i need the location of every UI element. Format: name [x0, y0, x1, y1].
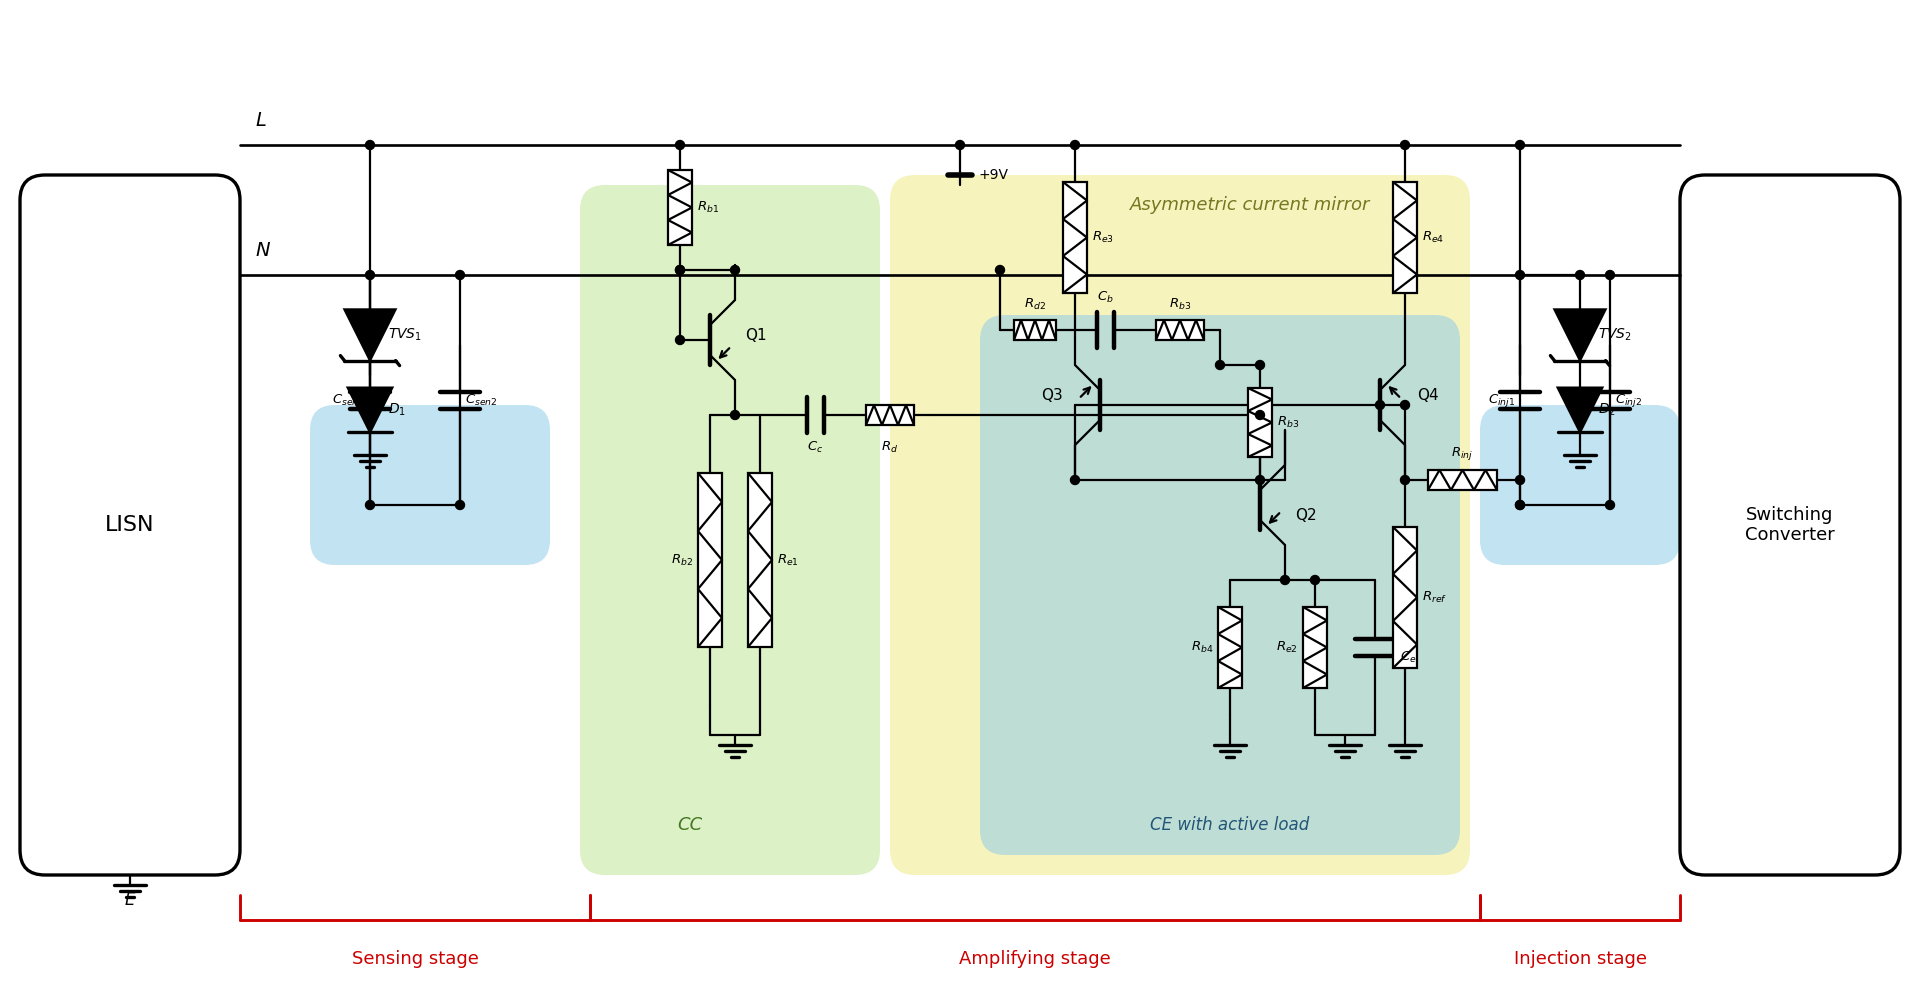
FancyBboxPatch shape: [699, 473, 722, 647]
FancyBboxPatch shape: [580, 185, 879, 875]
Text: $R_{b4}$: $R_{b4}$: [1190, 640, 1213, 655]
FancyBboxPatch shape: [668, 170, 691, 245]
Text: Asymmetric current mirror: Asymmetric current mirror: [1129, 196, 1371, 214]
FancyBboxPatch shape: [1064, 182, 1087, 293]
Text: $N$: $N$: [255, 241, 271, 260]
FancyBboxPatch shape: [1217, 607, 1242, 688]
Text: $C_{sen1}$: $C_{sen1}$: [332, 392, 365, 408]
Text: $R_{e1}$: $R_{e1}$: [778, 553, 799, 568]
Circle shape: [1256, 475, 1265, 484]
Text: $TVS_2$: $TVS_2$: [1597, 327, 1632, 343]
Circle shape: [956, 141, 964, 150]
Text: Amplifying stage: Amplifying stage: [960, 950, 1112, 968]
Text: $C_c$: $C_c$: [806, 440, 824, 455]
FancyBboxPatch shape: [1428, 470, 1498, 490]
Circle shape: [1515, 500, 1524, 510]
Circle shape: [1215, 361, 1225, 370]
FancyBboxPatch shape: [866, 405, 914, 425]
Circle shape: [1400, 141, 1409, 150]
Circle shape: [365, 141, 374, 150]
Text: $R_{inj}$: $R_{inj}$: [1452, 445, 1475, 462]
Text: Q4: Q4: [1417, 388, 1440, 402]
Text: $D_1$: $D_1$: [388, 402, 405, 418]
Circle shape: [455, 500, 465, 510]
Text: Injection stage: Injection stage: [1513, 950, 1647, 968]
Circle shape: [455, 270, 465, 279]
Text: $R_{e2}$: $R_{e2}$: [1277, 640, 1298, 655]
FancyBboxPatch shape: [749, 473, 772, 647]
Text: Switching
Converter: Switching Converter: [1745, 506, 1836, 545]
Circle shape: [676, 141, 685, 150]
Text: $L$: $L$: [255, 111, 267, 130]
Circle shape: [730, 265, 739, 274]
FancyBboxPatch shape: [1394, 527, 1417, 668]
Text: LISN: LISN: [106, 515, 156, 535]
FancyBboxPatch shape: [19, 175, 240, 875]
Circle shape: [1400, 475, 1409, 484]
Text: Q3: Q3: [1041, 388, 1062, 402]
Text: $R_{e3}$: $R_{e3}$: [1092, 230, 1114, 245]
Polygon shape: [344, 310, 396, 361]
Circle shape: [676, 265, 685, 274]
Text: $R_{e4}$: $R_{e4}$: [1423, 230, 1444, 245]
Text: $E$: $E$: [123, 891, 136, 909]
Circle shape: [1311, 576, 1319, 585]
Circle shape: [1515, 270, 1524, 279]
Text: $R_{ref}$: $R_{ref}$: [1423, 590, 1448, 605]
Text: $C_b$: $C_b$: [1096, 289, 1114, 305]
Text: Q2: Q2: [1294, 508, 1317, 523]
Text: CC: CC: [678, 816, 703, 834]
Text: $R_d$: $R_d$: [881, 440, 899, 455]
Circle shape: [676, 336, 685, 345]
Circle shape: [1515, 500, 1524, 510]
Circle shape: [1515, 141, 1524, 150]
Circle shape: [1071, 141, 1079, 150]
FancyBboxPatch shape: [1394, 182, 1417, 293]
Text: +9V: +9V: [977, 168, 1008, 182]
Polygon shape: [1557, 388, 1603, 432]
Text: $R_{b1}$: $R_{b1}$: [697, 200, 720, 215]
Text: $C_{inj1}$: $C_{inj1}$: [1488, 392, 1515, 408]
Text: Sensing stage: Sensing stage: [351, 950, 478, 968]
Circle shape: [365, 270, 374, 279]
Text: $R_{b3}$: $R_{b3}$: [1277, 415, 1300, 430]
Text: $R_{b3}$: $R_{b3}$: [1169, 296, 1190, 312]
Circle shape: [1281, 576, 1290, 585]
Circle shape: [1375, 401, 1384, 409]
Text: $R_{b2}$: $R_{b2}$: [670, 553, 693, 568]
Text: CE with active load: CE with active load: [1150, 816, 1309, 834]
Circle shape: [1605, 270, 1615, 279]
FancyBboxPatch shape: [1680, 175, 1901, 875]
Circle shape: [1400, 401, 1409, 409]
Text: $C_{inj2}$: $C_{inj2}$: [1615, 392, 1642, 408]
FancyBboxPatch shape: [309, 405, 549, 565]
Circle shape: [995, 265, 1004, 274]
FancyBboxPatch shape: [1304, 607, 1327, 688]
Circle shape: [1576, 270, 1584, 279]
Circle shape: [1605, 500, 1615, 510]
Circle shape: [365, 500, 374, 510]
Circle shape: [1256, 410, 1265, 419]
FancyBboxPatch shape: [1248, 388, 1271, 457]
FancyBboxPatch shape: [979, 315, 1459, 855]
Text: $R_{d2}$: $R_{d2}$: [1023, 296, 1046, 312]
FancyBboxPatch shape: [891, 175, 1471, 875]
FancyBboxPatch shape: [1156, 320, 1204, 340]
Text: $C_e$: $C_e$: [1400, 650, 1417, 665]
Text: $TVS_1$: $TVS_1$: [388, 327, 422, 343]
Circle shape: [730, 410, 739, 419]
Text: $C_{sen2}$: $C_{sen2}$: [465, 392, 497, 408]
Polygon shape: [348, 388, 392, 432]
Text: $D_2$: $D_2$: [1597, 402, 1617, 418]
FancyBboxPatch shape: [1014, 320, 1056, 340]
Circle shape: [1256, 361, 1265, 370]
Text: Q1: Q1: [745, 328, 766, 343]
Circle shape: [1071, 475, 1079, 484]
Circle shape: [676, 265, 685, 274]
FancyBboxPatch shape: [1480, 405, 1680, 565]
Polygon shape: [1555, 310, 1605, 361]
Circle shape: [1515, 475, 1524, 484]
